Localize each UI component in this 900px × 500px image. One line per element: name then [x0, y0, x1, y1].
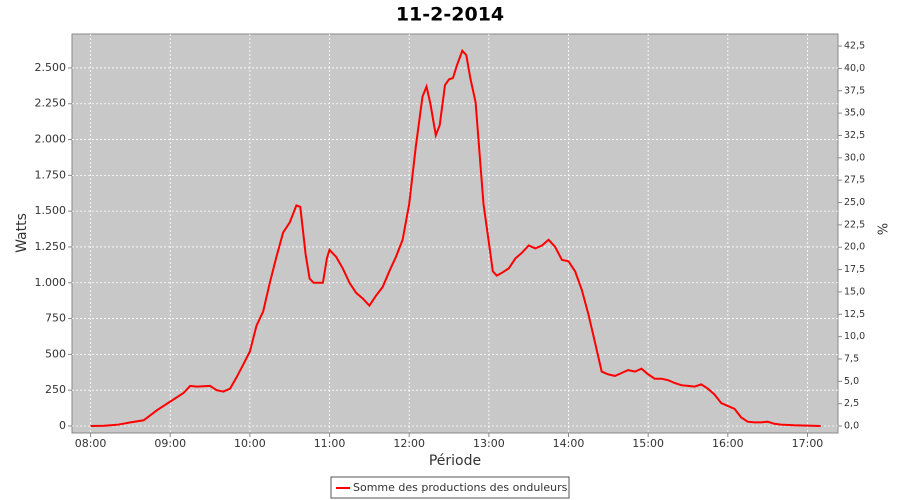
y-tick-label: 2.500: [35, 61, 67, 74]
x-tick-label: 17:00: [792, 437, 824, 450]
y-tick-label: 250: [45, 383, 66, 396]
y-tick-label: 1.750: [35, 168, 67, 181]
y-tick-label: 0: [59, 419, 66, 432]
y2-tick-label: 42,5: [844, 41, 865, 52]
legend-label: Somme des productions des onduleurs: [353, 481, 568, 494]
y2-tick-label: 32,5: [844, 130, 865, 141]
y2-axis-label: %: [874, 223, 889, 235]
x-tick-label: 15:00: [632, 437, 664, 450]
y2-tick-label: 27,5: [844, 175, 865, 186]
legend: [330, 476, 570, 499]
y2-tick-label: 25,0: [844, 197, 865, 208]
y-tick-label: 1.000: [35, 276, 67, 289]
y2-tick-label: 5,0: [844, 376, 859, 387]
y2-tick-label: 10,0: [844, 331, 865, 342]
y-tick-label: 1.250: [35, 240, 67, 253]
y2-tick-label: 0,0: [844, 421, 859, 432]
y2-tick-label: 12,5: [844, 309, 865, 320]
x-axis-label: Période: [429, 453, 481, 469]
x-tick-label: 11:00: [314, 437, 346, 450]
y2-tick-label: 22,5: [844, 219, 865, 230]
x-tick-label: 13:00: [473, 437, 505, 450]
y2-tick-label: 20,0: [844, 242, 865, 253]
y-tick-label: 500: [45, 347, 66, 360]
y2-tick-label: 15,0: [844, 286, 865, 297]
x-tick-label: 16:00: [712, 437, 744, 450]
y2-tick-label: 37,5: [844, 85, 865, 96]
y2-tick-label: 2,5: [844, 398, 859, 409]
plot-area: [71, 33, 839, 434]
y-axis-label: Watts: [14, 213, 30, 253]
y-tick-label: 750: [45, 312, 66, 325]
x-tick-label: 08:00: [75, 437, 107, 450]
data-line: [90, 48, 821, 427]
y2-tick-label: 30,0: [844, 152, 865, 163]
y2-tick-label: 35,0: [844, 108, 865, 119]
y2-tick-label: 7,5: [844, 353, 859, 364]
y2-tick-label: 40,0: [844, 63, 865, 74]
x-tick-label: 12:00: [393, 437, 425, 450]
y-tick-label: 2.250: [35, 97, 67, 110]
x-tick-label: 09:00: [154, 437, 186, 450]
y-tick-label: 2.000: [35, 133, 67, 146]
x-tick-label: 10:00: [234, 437, 266, 450]
chart-title: 11-2-2014: [396, 4, 504, 26]
y-tick-label: 1.500: [35, 204, 67, 217]
y2-tick-label: 17,5: [844, 264, 865, 275]
x-tick-label: 14:00: [553, 437, 585, 450]
